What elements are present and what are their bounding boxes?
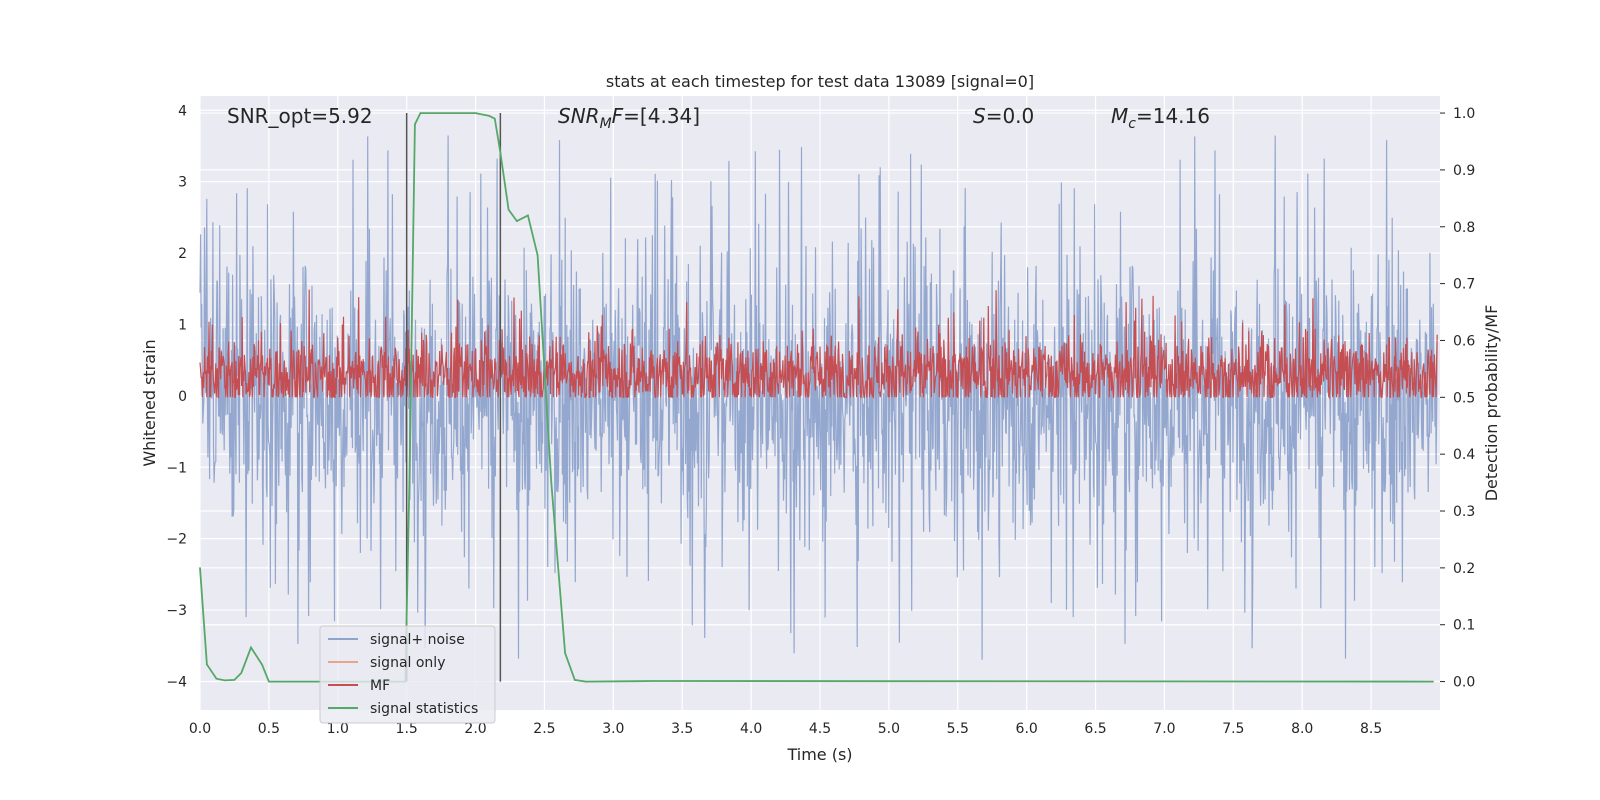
annotation-mc: Mc=14.16 [1111, 104, 1210, 132]
legend-label-noise: signal+ noise [370, 632, 465, 648]
y-tick-label-left: 0 [178, 389, 187, 405]
legend-label-stat: signal statistics [370, 701, 478, 717]
x-tick-label: 6.0 [1016, 721, 1038, 737]
signal-statistics-point [233, 679, 236, 681]
y-axis-label-right: Detection probability/MF [1482, 305, 1501, 502]
y-tick-label-right: 0.2 [1453, 561, 1475, 577]
y-tick-label-left: 1 [178, 317, 187, 333]
y-axis-label-left: Whitened strain [140, 339, 159, 466]
y-tick-label-right: 0.7 [1453, 277, 1475, 293]
x-tick-label: 6.5 [1084, 721, 1106, 737]
signal-statistics-point [224, 679, 226, 682]
signal-statistics-point [585, 680, 587, 683]
signal-statistics-point [206, 663, 208, 666]
x-tick-label: 2.5 [533, 721, 555, 737]
signal-statistics-point [268, 680, 270, 683]
signal-statistics-point [419, 112, 422, 114]
y-tick-label-right: 0.3 [1453, 504, 1475, 520]
y-tick-label-left: 4 [178, 103, 187, 119]
signal-statistics-point [564, 652, 566, 654]
stat-series [199, 112, 1434, 683]
y-tick-label-right: 0.1 [1453, 618, 1475, 634]
y-tick-label-right: 0.0 [1453, 675, 1475, 691]
y-tick-label-left: 2 [178, 246, 187, 262]
x-tick-label: 1.5 [396, 721, 418, 737]
y-ticks-left: 4 3 2 1 0 −1 −2 −3 −4 [166, 103, 187, 690]
signal-statistics-point [1432, 680, 1434, 683]
signal-statistics-point [550, 481, 553, 484]
signal-statistics-point [574, 679, 576, 681]
legend-label-mf: MF [370, 678, 390, 694]
y-tick-label-left: −4 [166, 674, 187, 690]
y-tick-label-right: 0.6 [1453, 333, 1475, 349]
y-tick-label-right: 0.4 [1453, 447, 1475, 463]
x-axis-label: Time (s) [786, 745, 852, 764]
legend-label-signal: signal only [370, 655, 445, 671]
legend-box [319, 625, 496, 724]
y-tick-label-right: 0.9 [1453, 163, 1475, 179]
signal-statistics-point [507, 208, 510, 211]
y-tick-label-left: −1 [166, 460, 187, 476]
signal-statistics-point [516, 220, 518, 222]
y-tick-label-right: 1.0 [1453, 106, 1475, 122]
signal-statistics-point [499, 152, 502, 154]
signal-statistics-point [199, 567, 201, 569]
x-tick-label: 5.0 [878, 721, 900, 737]
signal-statistics-point [215, 677, 218, 680]
x-ticks: 0.0 0.5 1.0 1.5 2.0 2.5 3.0 3.5 4.0 4.5 5.0 5.5 6.0 6… [189, 721, 1382, 737]
x-tick-label: 7.0 [1153, 721, 1175, 737]
x-tick-label: 8.5 [1360, 721, 1382, 737]
x-tick-label: 0.5 [258, 721, 280, 737]
annotation-snr-opt: SNR_opt=5.92 [227, 104, 373, 128]
annotation-s: S=0.0 [973, 104, 1034, 128]
signal-statistics-point [240, 672, 243, 674]
legend: signal+ noise signal only MF signal stat… [319, 625, 496, 724]
signal-statistics-point [281, 680, 284, 683]
x-tick-label: 5.5 [947, 721, 969, 737]
x-tick-label: 3.0 [602, 721, 624, 737]
signal-statistics-point [474, 112, 477, 114]
x-tick-label: 0.0 [189, 721, 211, 737]
signal-statistics-point [447, 112, 449, 114]
signal-statistics-point [261, 663, 263, 666]
y-tick-label-left: −2 [166, 532, 187, 548]
x-tick-label: 2.0 [464, 721, 486, 737]
signal-statistics-point [408, 481, 411, 484]
signal-statistics-point [536, 254, 539, 256]
annotation-snr-mf: SNRMF=[4.34] [558, 104, 700, 132]
signal-statistics-point [653, 680, 656, 682]
signal-statistics-point [494, 117, 496, 120]
x-tick-label: 7.5 [1222, 721, 1244, 737]
signal-statistics-point [488, 115, 491, 117]
x-tick-label: 3.5 [671, 721, 693, 737]
x-tick-label: 8.0 [1291, 721, 1313, 737]
signal-statistics-point [414, 123, 416, 126]
signal-statistics-point [250, 646, 252, 649]
y-ticks-right: 1.0 0.9 0.8 0.7 0.6 0.5 0.4 0.3 0.2 0.1 0.0 [1440, 106, 1475, 691]
y-tick-label-left: −3 [166, 603, 187, 619]
x-tick-label: 4.0 [740, 721, 762, 737]
chart-title: stats at each timestep for test data 130… [606, 72, 1034, 91]
signal-statistics-point [527, 214, 529, 217]
y-tick-label-right: 0.5 [1453, 390, 1475, 406]
y-tick-label-right: 0.8 [1453, 220, 1475, 236]
x-tick-label: 1.0 [327, 721, 349, 737]
y-tick-label-left: 3 [178, 175, 187, 191]
x-tick-label: 4.5 [809, 721, 831, 737]
